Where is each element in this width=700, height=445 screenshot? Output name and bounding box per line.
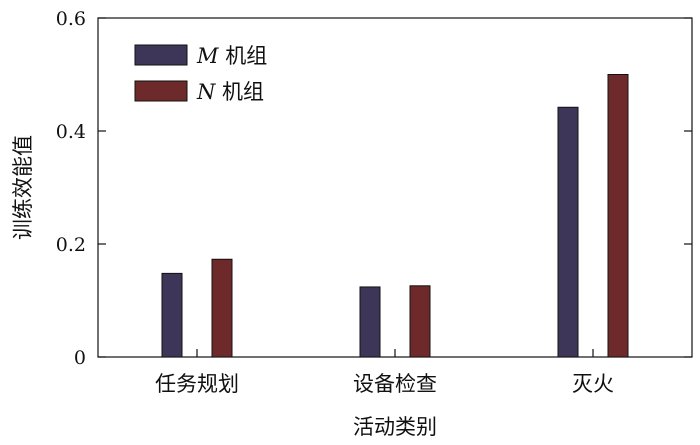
x-axis-label: 活动类别 bbox=[353, 415, 437, 439]
x-tick-label: 设备检查 bbox=[353, 372, 437, 396]
legend: M 机组 N 机组 bbox=[134, 44, 267, 104]
legend-swatch bbox=[134, 80, 188, 102]
legend-swatch bbox=[134, 44, 188, 66]
y-tick-label: 0.2 bbox=[56, 234, 86, 256]
bars bbox=[161, 74, 629, 358]
bar bbox=[211, 258, 233, 358]
x-axis: 任务规划 设备检查 灭火 bbox=[155, 349, 614, 396]
y-axis: 0 0.2 0.4 0.6 bbox=[56, 8, 692, 369]
bar bbox=[161, 272, 183, 358]
bar bbox=[409, 285, 431, 358]
plot-area bbox=[97, 17, 693, 358]
legend-label: N 机组 bbox=[196, 80, 264, 104]
y-tick-label: 0.6 bbox=[56, 8, 86, 30]
bar bbox=[359, 286, 381, 358]
bar bbox=[557, 106, 579, 358]
y-tick-label: 0.4 bbox=[56, 121, 86, 143]
y-tick-label: 0 bbox=[74, 347, 86, 369]
bar bbox=[607, 74, 629, 358]
y-axis-label: 训练效能值 bbox=[11, 135, 35, 240]
x-tick-label: 任务规划 bbox=[155, 372, 239, 396]
x-tick-label: 灭火 bbox=[572, 372, 614, 396]
plot-frame bbox=[97, 17, 693, 358]
legend-label: M 机组 bbox=[196, 44, 267, 68]
